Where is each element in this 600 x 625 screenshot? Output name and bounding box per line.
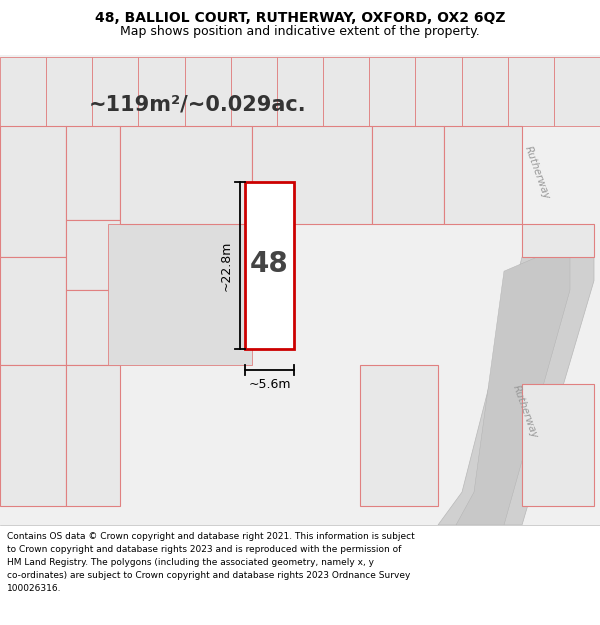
Bar xyxy=(0,525,600,625)
Text: co-ordinates) are subject to Crown copyright and database rights 2023 Ordnance S: co-ordinates) are subject to Crown copyr… xyxy=(7,571,410,580)
Polygon shape xyxy=(245,182,294,349)
Polygon shape xyxy=(108,224,252,365)
Text: ~5.6m: ~5.6m xyxy=(248,378,290,391)
Polygon shape xyxy=(0,257,66,365)
Text: HM Land Registry. The polygons (including the associated geometry, namely x, y: HM Land Registry. The polygons (includin… xyxy=(7,558,374,567)
Text: Rutherway: Rutherway xyxy=(523,144,551,201)
Text: to Crown copyright and database rights 2023 and is reproduced with the permissio: to Crown copyright and database rights 2… xyxy=(7,545,401,554)
Polygon shape xyxy=(522,224,594,257)
Text: 48, BALLIOL COURT, RUTHERWAY, OXFORD, OX2 6QZ: 48, BALLIOL COURT, RUTHERWAY, OXFORD, OX… xyxy=(95,11,505,25)
Polygon shape xyxy=(369,58,415,126)
Polygon shape xyxy=(444,126,522,224)
Polygon shape xyxy=(92,58,139,126)
Text: 100026316.: 100026316. xyxy=(7,584,62,593)
Text: Rutherway: Rutherway xyxy=(511,384,539,441)
Polygon shape xyxy=(46,58,92,126)
Polygon shape xyxy=(66,290,120,365)
Bar xyxy=(0,55,600,525)
Polygon shape xyxy=(508,58,554,126)
Polygon shape xyxy=(66,219,120,290)
Text: Map shows position and indicative extent of the property.: Map shows position and indicative extent… xyxy=(120,25,480,38)
Text: Contains OS data © Crown copyright and database right 2021. This information is : Contains OS data © Crown copyright and d… xyxy=(7,532,415,541)
Polygon shape xyxy=(323,58,369,126)
Text: 48: 48 xyxy=(250,250,289,278)
Polygon shape xyxy=(0,126,66,257)
Polygon shape xyxy=(185,58,231,126)
Polygon shape xyxy=(120,126,252,224)
Polygon shape xyxy=(360,365,438,506)
Polygon shape xyxy=(277,58,323,126)
Text: ~119m²/~0.029ac.: ~119m²/~0.029ac. xyxy=(89,94,307,114)
Text: ~22.8m: ~22.8m xyxy=(220,240,233,291)
Polygon shape xyxy=(66,126,120,219)
Polygon shape xyxy=(66,365,120,506)
Polygon shape xyxy=(252,126,372,224)
Polygon shape xyxy=(0,365,66,506)
Polygon shape xyxy=(554,58,600,126)
Polygon shape xyxy=(415,58,461,126)
Polygon shape xyxy=(372,126,444,224)
Polygon shape xyxy=(522,384,594,506)
Polygon shape xyxy=(461,58,508,126)
Polygon shape xyxy=(438,224,594,525)
Polygon shape xyxy=(231,58,277,126)
Polygon shape xyxy=(0,58,46,126)
Polygon shape xyxy=(456,243,570,525)
Polygon shape xyxy=(139,58,185,126)
